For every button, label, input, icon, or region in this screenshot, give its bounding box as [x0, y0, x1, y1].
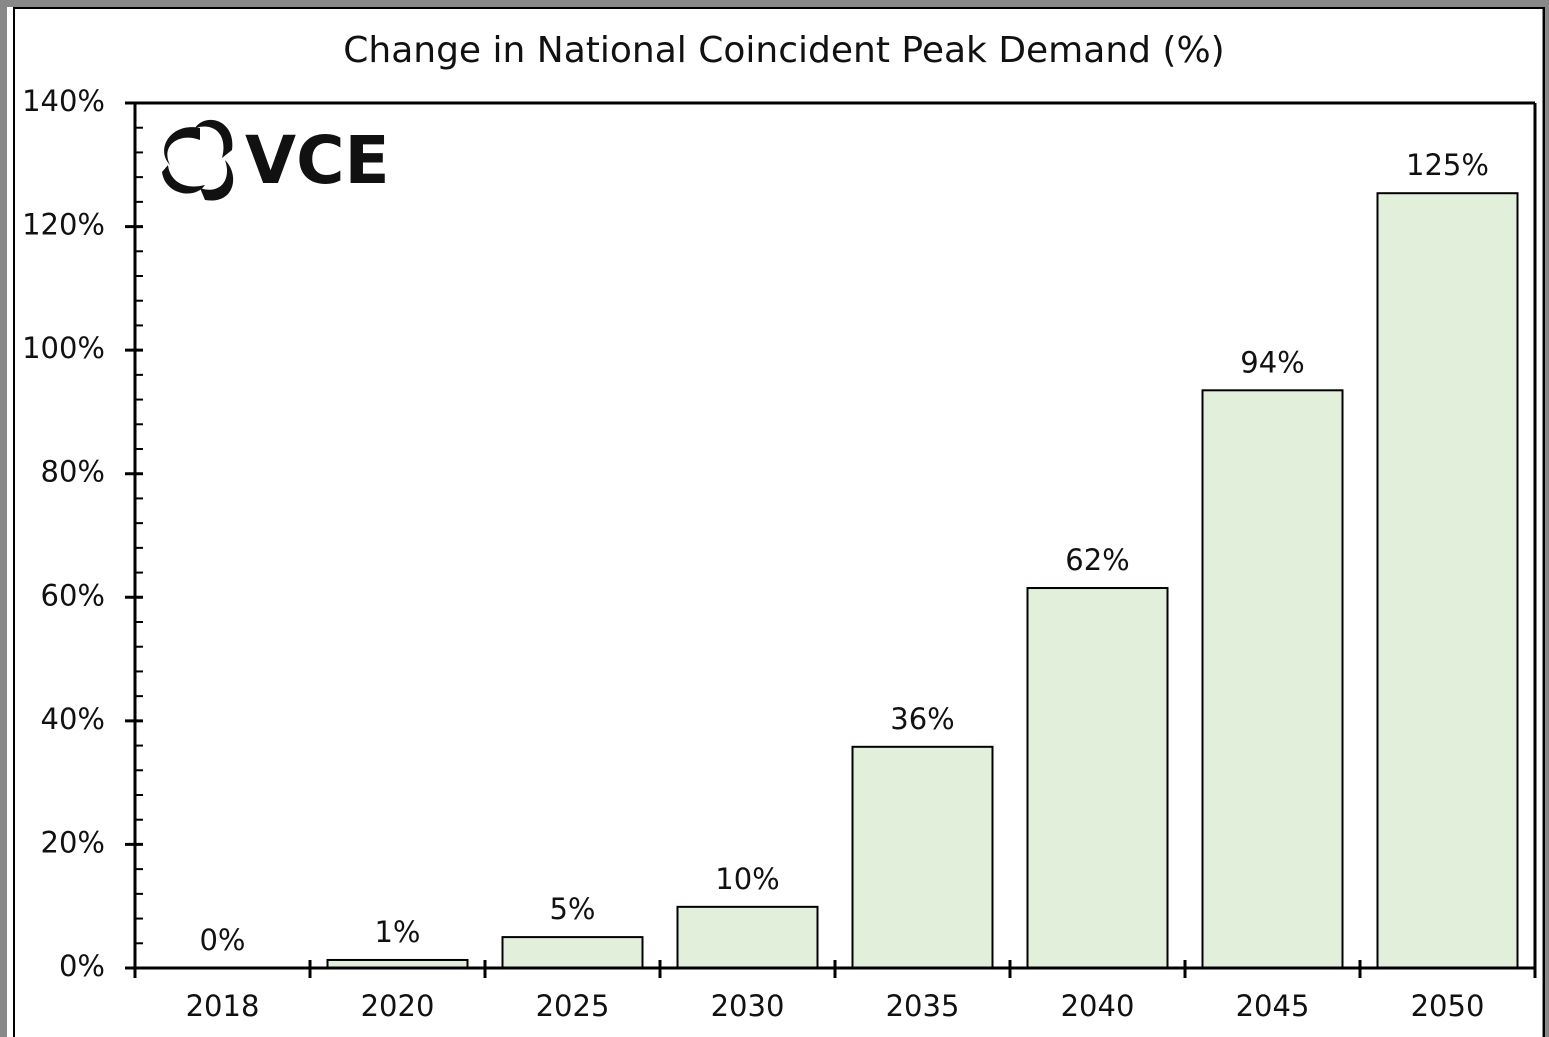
y-tick-label: 0% — [59, 949, 105, 983]
inner-frame — [13, 7, 1545, 1037]
x-tick-label: 2020 — [361, 989, 435, 1023]
logo-text: VCE — [245, 122, 390, 199]
bar — [1026, 587, 1169, 970]
chart-title: Change in National Coincident Peak Deman… — [343, 30, 1224, 71]
logo: VCE — [162, 119, 390, 201]
x-tick-label: 2025 — [536, 989, 610, 1023]
y-tick-label: 20% — [41, 825, 105, 859]
bar — [501, 936, 644, 969]
x-tick-label: 2035 — [886, 989, 960, 1023]
y-tick-label: 120% — [22, 208, 105, 242]
value-label: 125% — [1406, 148, 1489, 182]
value-label: 36% — [890, 702, 954, 736]
y-tick-label: 80% — [41, 455, 105, 489]
x-tick-label: 2045 — [1236, 989, 1310, 1023]
bar — [851, 745, 994, 969]
bar — [676, 905, 819, 970]
logo-swirl — [162, 165, 205, 194]
value-label: 62% — [1065, 543, 1129, 577]
value-label: 10% — [715, 862, 779, 896]
logo-swirl — [200, 160, 234, 201]
value-label: 1% — [374, 915, 420, 949]
x-tick-label: 2018 — [186, 989, 260, 1023]
value-label: 94% — [1240, 345, 1304, 379]
bar — [1201, 389, 1344, 969]
y-tick-label: 100% — [22, 331, 105, 365]
logo-swirl — [195, 119, 233, 158]
y-tick-label: 40% — [41, 702, 105, 736]
y-tick-label: 140% — [22, 84, 105, 118]
x-tick-label: 2030 — [711, 989, 785, 1023]
y-tick-label: 60% — [41, 578, 105, 612]
x-tick-label: 2040 — [1061, 989, 1135, 1023]
logo-swirl — [164, 127, 200, 165]
x-tick-label: 2050 — [1411, 989, 1485, 1023]
bar — [1376, 192, 1519, 969]
value-label: 0% — [199, 923, 245, 957]
value-label: 5% — [549, 892, 595, 926]
